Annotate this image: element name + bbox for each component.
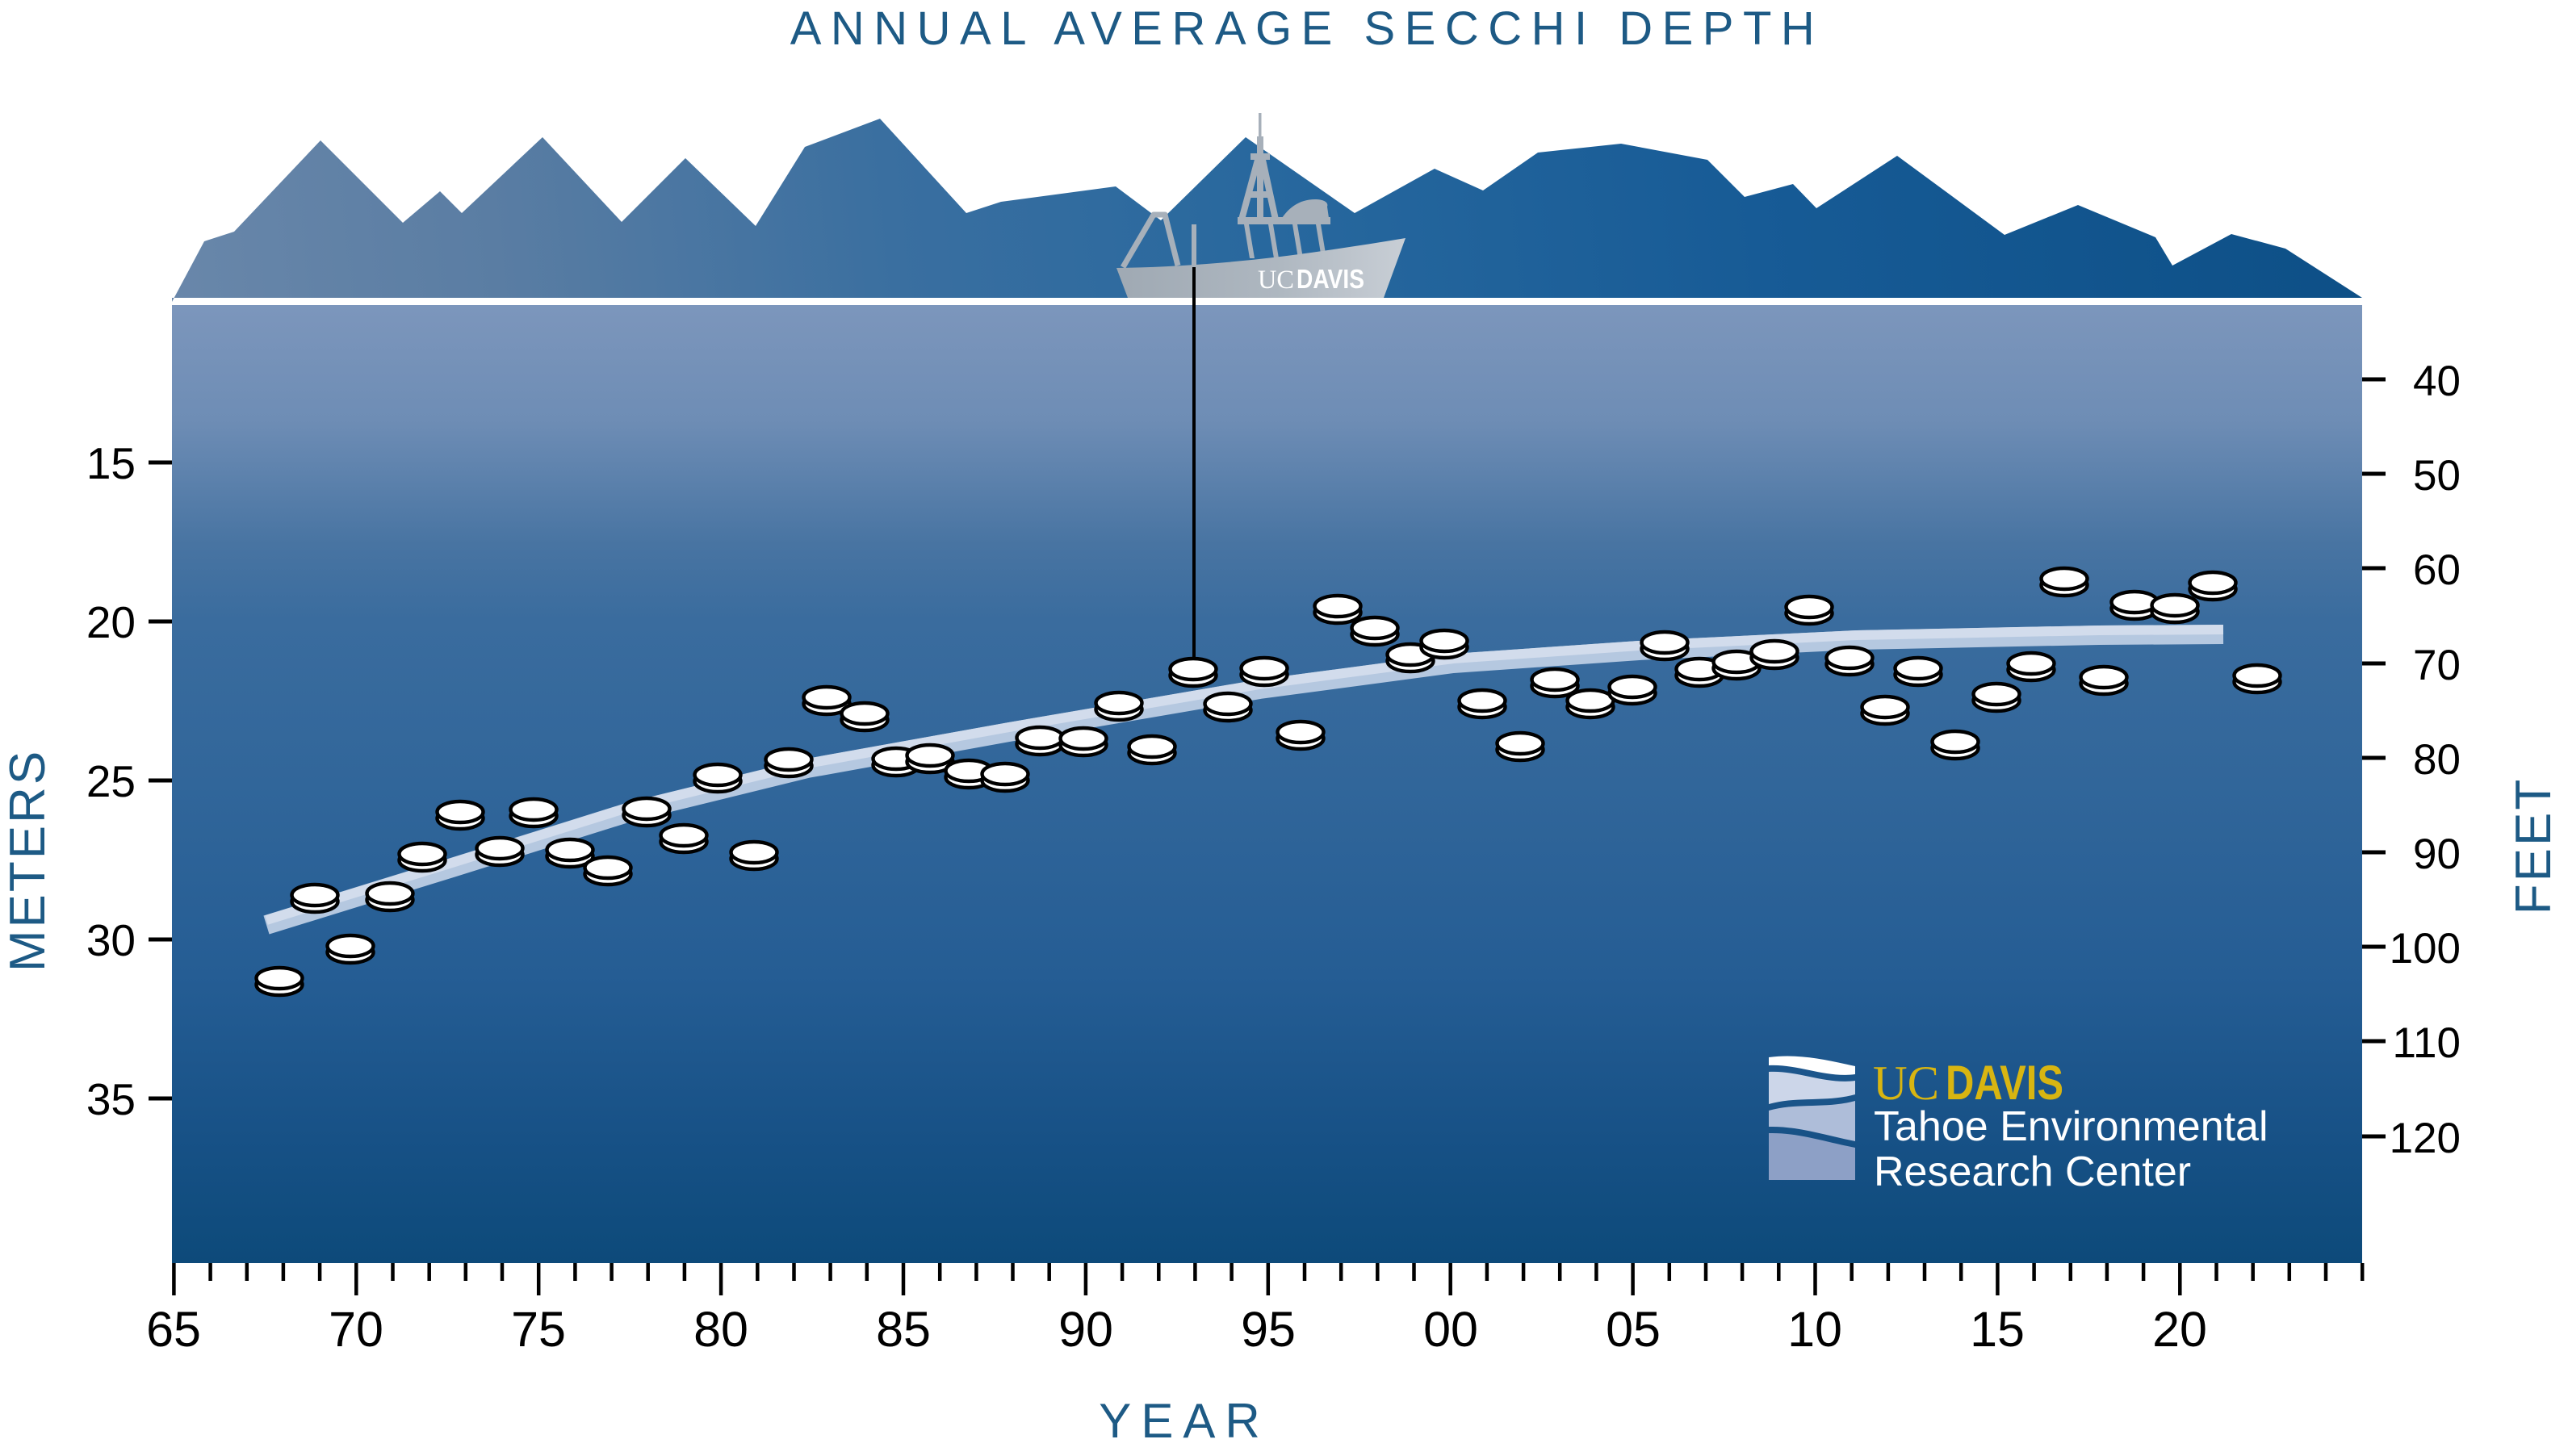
svg-text:70: 70 <box>2413 642 2461 689</box>
svg-text:50: 50 <box>2413 452 2461 500</box>
svg-text:15: 15 <box>86 438 136 488</box>
svg-text:70: 70 <box>329 1302 383 1357</box>
svg-text:95: 95 <box>1241 1302 1296 1357</box>
svg-text:ANNUAL AVERAGE SECCHI DEPTH: ANNUAL AVERAGE SECCHI DEPTH <box>790 2 1824 55</box>
svg-text:80: 80 <box>693 1302 748 1357</box>
svg-text:UC: UC <box>1258 266 1294 295</box>
svg-text:00: 00 <box>1423 1302 1478 1357</box>
svg-text:DAVIS: DAVIS <box>1946 1056 2063 1110</box>
svg-text:05: 05 <box>1606 1302 1661 1357</box>
svg-text:20: 20 <box>86 597 136 647</box>
svg-text:25: 25 <box>86 756 136 806</box>
svg-text:80: 80 <box>2413 736 2461 784</box>
svg-text:30: 30 <box>86 915 136 965</box>
svg-text:20: 20 <box>2152 1302 2207 1357</box>
svg-text:15: 15 <box>1970 1302 2025 1357</box>
svg-text:60: 60 <box>2413 546 2461 594</box>
svg-text:65: 65 <box>146 1302 201 1357</box>
svg-text:METERS: METERS <box>0 749 56 972</box>
svg-text:90: 90 <box>1058 1302 1113 1357</box>
svg-text:Tahoe Environmental: Tahoe Environmental <box>1874 1103 2268 1150</box>
svg-text:75: 75 <box>511 1302 566 1357</box>
svg-text:FEET: FEET <box>2506 777 2562 914</box>
svg-text:10: 10 <box>1787 1302 1842 1357</box>
svg-text:YEAR: YEAR <box>1099 1394 1269 1448</box>
svg-text:100: 100 <box>2390 925 2461 973</box>
svg-text:85: 85 <box>876 1302 931 1357</box>
svg-text:110: 110 <box>2393 1019 2461 1067</box>
svg-text:35: 35 <box>86 1074 136 1124</box>
svg-text:UC: UC <box>1873 1056 1939 1110</box>
svg-text:90: 90 <box>2413 831 2461 878</box>
svg-text:DAVIS: DAVIS <box>1297 264 1364 294</box>
svg-text:Research Center: Research Center <box>1874 1148 2191 1195</box>
svg-text:40: 40 <box>2413 358 2461 405</box>
svg-text:120: 120 <box>2390 1115 2461 1162</box>
